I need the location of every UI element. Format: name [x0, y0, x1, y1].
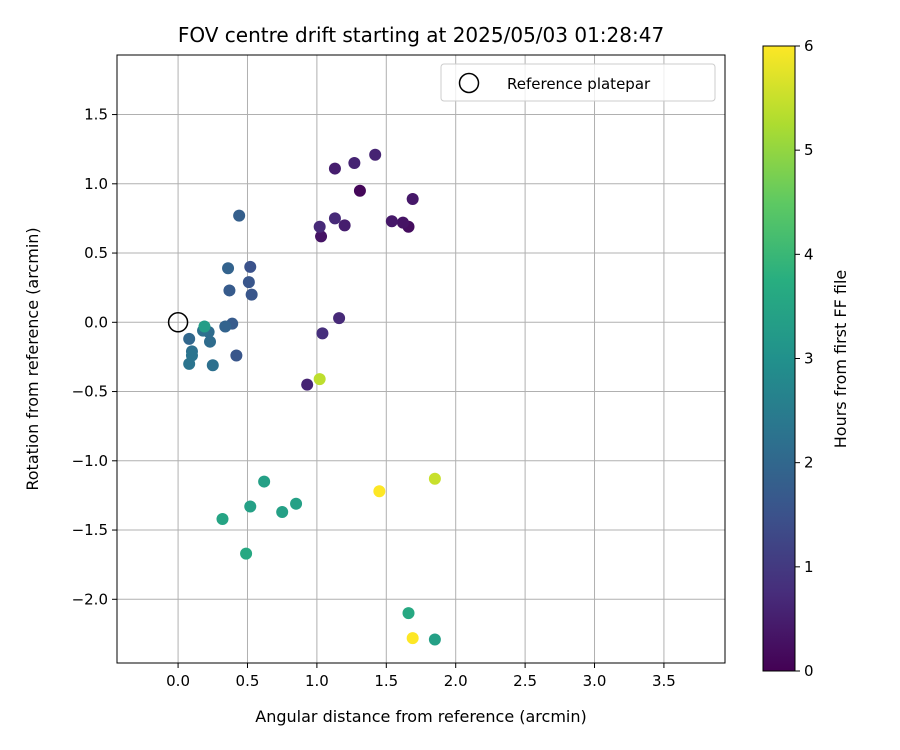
colorbar-label: Hours from first FF file	[831, 270, 850, 449]
scatter-point	[348, 157, 361, 170]
grid-lines	[117, 55, 725, 663]
scatter-point	[315, 230, 328, 243]
plot-frame	[116, 54, 726, 664]
scatter-point	[244, 500, 257, 513]
y-tick-label: −1.5	[72, 521, 108, 539]
legend-box	[440, 63, 716, 102]
x-tick-label: 2.0	[444, 672, 468, 690]
colorbar-tick-label: 6	[804, 37, 814, 55]
scatter-point	[428, 472, 441, 485]
scatter-point	[183, 332, 196, 345]
y-tick-label: 1.5	[84, 106, 108, 124]
scatter-point	[406, 193, 419, 206]
scatter-point	[233, 209, 246, 222]
colorbar-tick-label: 5	[804, 141, 814, 159]
x-tick-label: 3.5	[652, 672, 676, 690]
reference-platepar-marker	[167, 312, 189, 333]
scatter-point	[406, 632, 419, 645]
y-tick-label: −1.0	[72, 452, 108, 470]
colorbar-tick-label: 2	[804, 454, 814, 472]
x-tick-label: 0.5	[236, 672, 260, 690]
colorbar: 0 1 2 3 4 5 6 Hours from first FF file	[762, 37, 850, 680]
scatter-point	[222, 262, 235, 275]
colorbar-tick-label: 0	[804, 662, 814, 680]
scatter-point	[244, 260, 257, 273]
scatter-point	[198, 320, 211, 333]
x-tick-label: 1.5	[374, 672, 398, 690]
legend-label: Reference platepar	[507, 75, 651, 93]
x-axis-label: Angular distance from reference (arcmin)	[255, 707, 586, 726]
scatter-point	[428, 633, 441, 646]
scatter-point	[338, 219, 351, 232]
colorbar-tick-label: 4	[804, 245, 814, 263]
scatter-point	[369, 148, 382, 161]
y-axis-label: Rotation from reference (arcmin)	[23, 227, 42, 490]
scatter-point	[206, 359, 219, 372]
scatter-point	[230, 349, 243, 362]
scatter-point	[240, 547, 253, 560]
x-tick-label: 2.5	[513, 672, 537, 690]
chart-title: FOV centre drift starting at 2025/05/03 …	[178, 23, 664, 47]
x-tick-label: 0.0	[166, 672, 190, 690]
scatter-point	[385, 215, 398, 228]
scatter-point	[316, 327, 329, 340]
scatter-point	[301, 378, 314, 391]
scatter-point	[223, 284, 236, 297]
scatter-point	[245, 288, 258, 301]
y-tick-label: 0.0	[84, 313, 108, 331]
y-axis-ticks: 1.5 1.0 0.5 0.0 −0.5 −1.0 −1.5 −2.0	[72, 106, 117, 608]
scatter-point	[276, 506, 289, 519]
colorbar-tick-label: 1	[804, 558, 814, 576]
scatter-point	[183, 357, 196, 370]
scatter-point	[204, 335, 217, 348]
scatter-point	[313, 373, 326, 386]
scatter-point	[353, 184, 366, 197]
colorbar-tick-label: 3	[804, 350, 814, 368]
legend: Reference platepar	[440, 63, 716, 102]
scatter-point	[290, 497, 303, 510]
colorbar-gradient	[762, 45, 796, 672]
scatter-point	[313, 220, 326, 233]
y-tick-label: −2.0	[72, 590, 108, 608]
data-points	[167, 148, 441, 646]
y-tick-label: −0.5	[72, 383, 108, 401]
y-tick-label: 1.0	[84, 175, 108, 193]
x-tick-label: 3.0	[583, 672, 607, 690]
scatter-point	[216, 512, 229, 525]
scatter-point	[328, 162, 341, 175]
scatter-point	[402, 607, 415, 620]
y-tick-label: 0.5	[84, 244, 108, 262]
scatter-point	[396, 216, 409, 229]
colorbar-ticks: 0 1 2 3 4 5 6	[795, 37, 814, 680]
scatter-point	[328, 212, 341, 225]
x-tick-label: 1.0	[305, 672, 329, 690]
x-axis-ticks: 0.0 0.5 1.0 1.5 2.0 2.5 3.0 3.5	[166, 663, 676, 690]
scatter-point	[373, 485, 386, 498]
scatter-point	[333, 312, 346, 325]
scatter-point	[242, 276, 255, 289]
scatter-point	[258, 475, 271, 488]
scatter-point	[219, 320, 232, 333]
legend-marker	[458, 72, 480, 94]
